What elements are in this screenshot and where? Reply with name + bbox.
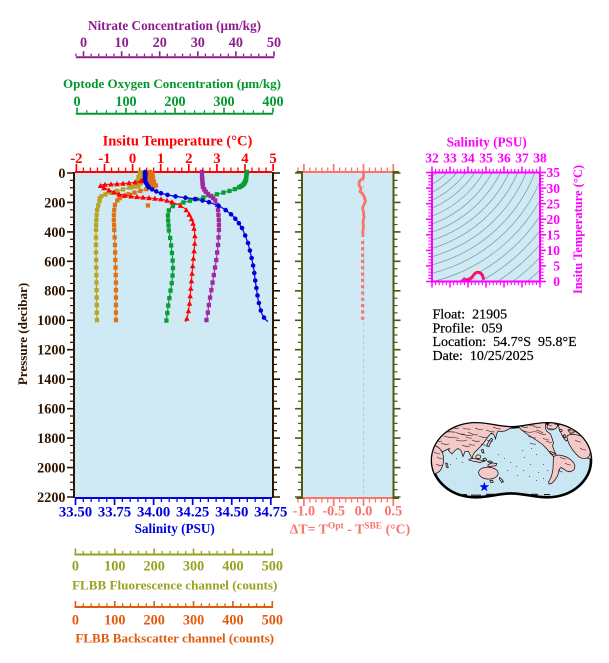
svg-text:600: 600 <box>44 254 65 270</box>
svg-text:400: 400 <box>222 613 243 629</box>
svg-text:2200: 2200 <box>37 490 65 506</box>
svg-text:Pressure (decibar): Pressure (decibar) <box>15 283 30 385</box>
svg-text:33: 33 <box>443 150 457 165</box>
svg-text:Insitu Temperature (°C): Insitu Temperature (°C) <box>571 165 585 294</box>
svg-text:1000: 1000 <box>37 313 65 329</box>
svg-text:200: 200 <box>164 94 185 110</box>
svg-text:0: 0 <box>58 166 65 182</box>
svg-text:5: 5 <box>553 259 560 274</box>
svg-text:30: 30 <box>191 35 205 51</box>
svg-text:500: 500 <box>262 613 283 629</box>
svg-text:2: 2 <box>185 151 192 167</box>
svg-text:800: 800 <box>44 284 65 300</box>
svg-text:200: 200 <box>144 559 165 575</box>
svg-text:1800: 1800 <box>37 431 65 447</box>
svg-text:Location: 54.7°S 95.8°E: Location: 54.7°S 95.8°E <box>433 335 577 350</box>
svg-text:3: 3 <box>213 151 220 167</box>
svg-text:10: 10 <box>115 35 129 51</box>
svg-text:0.5: 0.5 <box>384 504 402 520</box>
svg-text:-1.0: -1.0 <box>293 504 315 520</box>
svg-text:32: 32 <box>425 150 439 165</box>
svg-text:35: 35 <box>547 165 561 180</box>
svg-text:33.75: 33.75 <box>98 505 131 521</box>
svg-text:Insitu Temperature (°C): Insitu Temperature (°C) <box>103 134 253 150</box>
svg-text:34.00: 34.00 <box>137 505 170 521</box>
svg-text:34.75: 34.75 <box>254 505 287 521</box>
svg-text:1400: 1400 <box>37 372 65 388</box>
svg-text:4: 4 <box>241 151 249 167</box>
svg-text:35: 35 <box>479 150 493 165</box>
svg-text:36: 36 <box>497 150 511 165</box>
svg-text:20: 20 <box>547 212 561 227</box>
svg-text:10: 10 <box>547 243 561 258</box>
svg-text:ΔT= TOpt - TSBE (°C): ΔT= TOpt - TSBE (°C) <box>290 522 411 538</box>
svg-text:1: 1 <box>157 151 164 167</box>
svg-text:FLBB Fluorescence channel (cou: FLBB Fluorescence channel (counts) <box>72 578 277 593</box>
svg-text:34.25: 34.25 <box>176 505 209 521</box>
svg-text:100: 100 <box>104 559 125 575</box>
svg-text:0: 0 <box>73 94 80 110</box>
svg-text:0: 0 <box>553 274 560 289</box>
svg-text:200: 200 <box>44 195 65 211</box>
svg-text:500: 500 <box>262 559 283 575</box>
svg-text:400: 400 <box>44 225 65 241</box>
svg-text:34.50: 34.50 <box>215 505 248 521</box>
svg-text:0: 0 <box>72 559 79 575</box>
svg-text:300: 300 <box>183 613 204 629</box>
svg-text:Salinity (PSU): Salinity (PSU) <box>447 135 527 150</box>
svg-text:Optode Oxygen Concentration (μ: Optode Oxygen Concentration (μm/kg) <box>63 76 281 91</box>
svg-text:1200: 1200 <box>37 343 65 359</box>
svg-text:Nitrate Concentration (μm/kg): Nitrate Concentration (μm/kg) <box>88 18 261 33</box>
svg-text:-1: -1 <box>98 151 110 167</box>
svg-text:-0.5: -0.5 <box>322 504 344 520</box>
svg-text:33.50: 33.50 <box>59 505 92 521</box>
svg-text:Float: 21905: Float: 21905 <box>433 308 508 323</box>
svg-text:30: 30 <box>547 181 561 196</box>
svg-text:400: 400 <box>262 94 283 110</box>
svg-text:0.0: 0.0 <box>355 504 373 520</box>
svg-text:25: 25 <box>547 196 561 211</box>
svg-text:400: 400 <box>222 559 243 575</box>
svg-text:37: 37 <box>515 150 529 165</box>
svg-text:0: 0 <box>80 35 87 51</box>
svg-text:Salinity (PSU): Salinity (PSU) <box>135 521 215 536</box>
svg-text:100: 100 <box>115 94 136 110</box>
svg-text:38: 38 <box>533 150 547 165</box>
svg-text:0: 0 <box>129 151 136 167</box>
svg-text:40: 40 <box>229 35 243 51</box>
svg-text:-2: -2 <box>70 151 82 167</box>
svg-text:20: 20 <box>153 35 167 51</box>
svg-text:34: 34 <box>461 150 475 165</box>
svg-text:5: 5 <box>269 151 276 167</box>
svg-text:0: 0 <box>72 613 79 629</box>
svg-text:Profile: 059: Profile: 059 <box>433 321 503 336</box>
svg-text:200: 200 <box>144 613 165 629</box>
svg-text:300: 300 <box>183 559 204 575</box>
svg-text:300: 300 <box>213 94 234 110</box>
svg-text:15: 15 <box>547 227 561 242</box>
svg-text:1600: 1600 <box>37 402 65 418</box>
svg-text:2000: 2000 <box>37 460 65 476</box>
svg-text:Date: 10/25/2025: Date: 10/25/2025 <box>433 349 534 364</box>
svg-text:FLBB Backscatter channel (coun: FLBB Backscatter channel (counts) <box>75 631 274 646</box>
svg-text:50: 50 <box>267 35 281 51</box>
svg-text:100: 100 <box>104 613 125 629</box>
